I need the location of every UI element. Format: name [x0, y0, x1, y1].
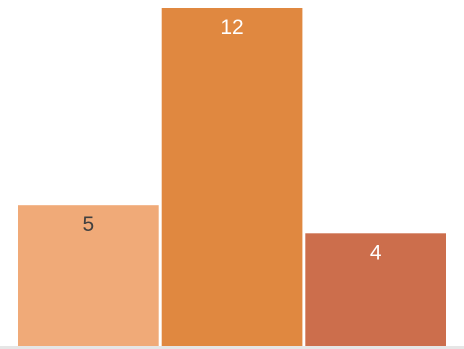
bars-group	[18, 8, 446, 346]
data-label-1: 5	[82, 213, 94, 236]
bar-2	[161, 8, 303, 346]
bar-3	[305, 233, 446, 346]
bar-1	[18, 205, 159, 346]
data-labels-group: 5 12 4	[82, 16, 381, 264]
data-label-2: 12	[220, 16, 243, 39]
data-label-3: 4	[370, 241, 382, 264]
